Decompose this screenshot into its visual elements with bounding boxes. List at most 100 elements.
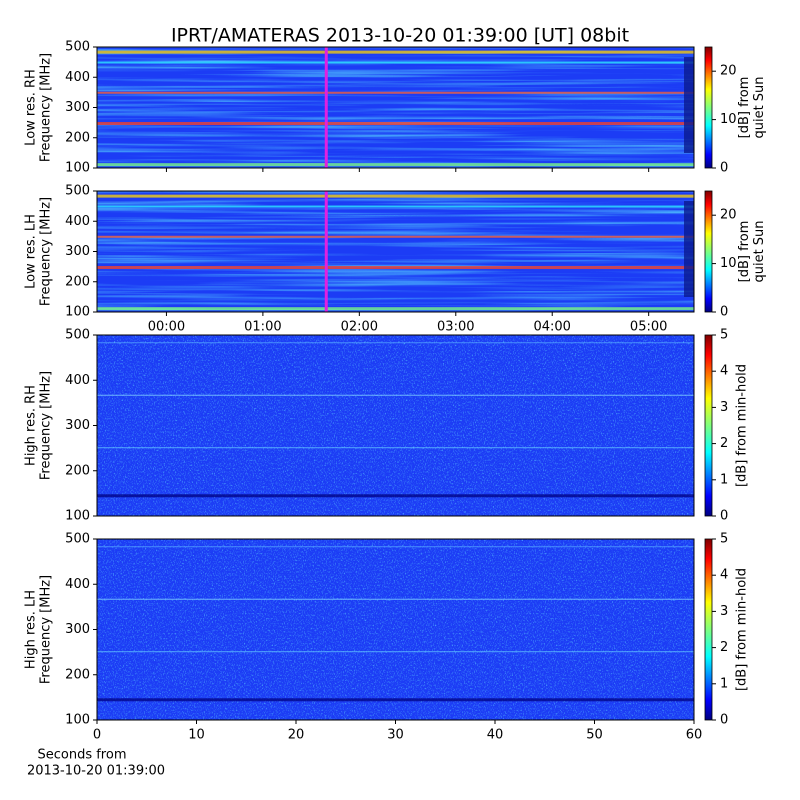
- x-tick-label: 40: [487, 728, 504, 743]
- colorbar-tick-label: 5: [720, 532, 728, 547]
- colorbar-label: [dB] from: [737, 221, 752, 283]
- spectrogram-streak: [97, 546, 694, 548]
- spectrogram-streak: [97, 394, 694, 396]
- spectrogram-streak: [97, 235, 694, 238]
- x-tick-label: 05:00: [630, 320, 667, 335]
- x-tick-label: 20: [288, 728, 305, 743]
- y-tick-label: 100: [65, 305, 90, 320]
- colorbar-tick-label: 3: [720, 604, 728, 619]
- y-tick-label: 100: [65, 509, 90, 524]
- y-tick-label: 500: [65, 40, 90, 55]
- y-axis-label: Frequency [MHz]: [39, 371, 54, 480]
- y-tick-label: 100: [65, 713, 90, 728]
- spectrogram-texture: [97, 335, 694, 516]
- colorbar-label: [dB] from: [737, 77, 752, 139]
- spectrogram-texture: [97, 539, 694, 720]
- edge-band: [684, 201, 694, 297]
- spectrogram-streak: [97, 266, 694, 270]
- spectrogram-streak: [97, 494, 694, 498]
- x-tick-label: 03:00: [437, 320, 474, 335]
- colorbar-tick-label: 10: [720, 256, 737, 271]
- colorbar-label: quiet Sun: [752, 76, 767, 138]
- colorbar-label: [dB] from min-hold: [735, 568, 750, 691]
- spectrogram-streak: [97, 50, 694, 54]
- colorbar-tick-label: 0: [720, 509, 728, 524]
- colorbar-tick-label: 20: [720, 208, 737, 223]
- spectrogram-streak: [97, 698, 694, 702]
- x-tick-label: 0: [93, 728, 101, 743]
- x-tick-label: 04:00: [533, 320, 570, 335]
- x-tick-label: 02:00: [341, 320, 378, 335]
- colorbar-label: [dB] from min-hold: [735, 364, 750, 487]
- y-axis-label: Frequency [MHz]: [39, 53, 54, 162]
- figure-title: IPRT/AMATERAS 2013-10-20 01:39:00 [UT] 0…: [171, 25, 629, 47]
- time-cursor: [324, 191, 328, 312]
- spectrogram-texture: [97, 47, 694, 168]
- spectrogram-streak: [97, 91, 694, 94]
- y-tick-label: 400: [65, 373, 90, 388]
- colorbar-tick-label: 1: [720, 472, 728, 487]
- colorbar-tick-label: 5: [720, 328, 728, 343]
- edge-band: [684, 57, 694, 153]
- spectrogram-streak: [97, 598, 694, 600]
- colorbar: [704, 46, 713, 169]
- y-tick-label: 500: [65, 532, 90, 547]
- y-axis-label: High res. LH: [24, 590, 39, 669]
- x-tick-label: 60: [686, 728, 703, 743]
- y-axis-label: High res. RH: [24, 385, 39, 466]
- x-tick-label: 50: [586, 728, 603, 743]
- colorbar-tick-label: 2: [720, 436, 728, 451]
- colorbar: [704, 538, 713, 721]
- spectrogram-streak: [97, 342, 694, 344]
- colorbar: [704, 334, 713, 517]
- spectrogram-streak: [97, 307, 694, 311]
- spectrogram-streak: [97, 61, 694, 64]
- colorbar-label: quiet Sun: [752, 220, 767, 282]
- y-axis-label: Low res. RH: [24, 69, 39, 146]
- y-tick-label: 300: [65, 100, 90, 115]
- spectrogram-streak: [97, 194, 694, 198]
- y-tick-label: 300: [65, 418, 90, 433]
- spectrogram-texture: [97, 191, 694, 312]
- x-axis-label: 2013-10-20 01:39:00: [27, 764, 165, 779]
- colorbar-tick-label: 20: [720, 64, 737, 79]
- y-tick-label: 400: [65, 70, 90, 85]
- time-cursor: [324, 47, 328, 168]
- y-tick-label: 200: [65, 667, 90, 682]
- y-tick-label: 200: [65, 463, 90, 478]
- x-tick-label: 30: [387, 728, 404, 743]
- y-axis-label: Low res. LH: [24, 214, 39, 289]
- spectrogram-streak: [97, 651, 694, 653]
- x-tick-label: 01:00: [244, 320, 281, 335]
- y-tick-label: 500: [65, 184, 90, 199]
- x-axis-label: Seconds from: [37, 748, 126, 763]
- colorbar: [704, 190, 713, 313]
- y-tick-label: 400: [65, 577, 90, 592]
- colorbar-tick-label: 1: [720, 676, 728, 691]
- y-tick-label: 300: [65, 622, 90, 637]
- colorbar-tick-label: 4: [720, 568, 728, 583]
- colorbar-tick-label: 0: [720, 713, 728, 728]
- x-tick-label: 10: [188, 728, 205, 743]
- y-tick-label: 200: [65, 274, 90, 289]
- y-tick-label: 100: [65, 161, 90, 176]
- colorbar-tick-label: 3: [720, 400, 728, 415]
- y-axis-label: Frequency [MHz]: [39, 197, 54, 306]
- colorbar-tick-label: 2: [720, 640, 728, 655]
- spectrogram-streak: [97, 122, 694, 126]
- y-tick-label: 200: [65, 130, 90, 145]
- spectrogram-streak: [97, 205, 694, 208]
- x-tick-label: 00:00: [148, 320, 185, 335]
- spectrogram-streak: [97, 447, 694, 449]
- colorbar-tick-label: 0: [720, 161, 728, 176]
- y-tick-label: 300: [65, 244, 90, 259]
- colorbar-tick-label: 10: [720, 112, 737, 127]
- y-axis-label: Frequency [MHz]: [39, 575, 54, 684]
- y-tick-label: 500: [65, 328, 90, 343]
- colorbar-tick-label: 0: [720, 305, 728, 320]
- spectrogram-streak: [97, 163, 694, 167]
- y-tick-label: 400: [65, 214, 90, 229]
- colorbar-tick-label: 4: [720, 364, 728, 379]
